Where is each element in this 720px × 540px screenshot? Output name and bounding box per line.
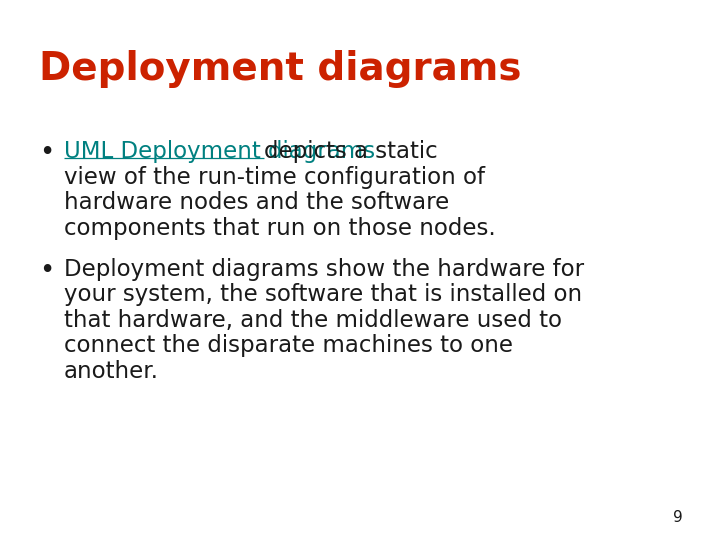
Text: components that run on those nodes.: components that run on those nodes. [64,217,495,240]
Text: that hardware, and the middleware used to: that hardware, and the middleware used t… [64,309,562,332]
Text: 9: 9 [673,510,683,525]
Text: hardware nodes and the software: hardware nodes and the software [64,191,449,214]
Text: view of the run-time configuration of: view of the run-time configuration of [64,166,485,188]
Text: connect the disparate machines to one: connect the disparate machines to one [64,334,513,357]
Text: •: • [40,258,55,284]
Text: your system, the software that is installed on: your system, the software that is instal… [64,283,582,306]
Text: UML Deployment diagrams: UML Deployment diagrams [64,140,382,163]
Text: Deployment diagrams: Deployment diagrams [40,50,522,88]
Text: Deployment diagrams show the hardware for: Deployment diagrams show the hardware fo… [64,258,584,281]
Text: depicts a static: depicts a static [264,140,438,163]
Text: another.: another. [64,360,159,383]
Text: •: • [40,140,55,166]
